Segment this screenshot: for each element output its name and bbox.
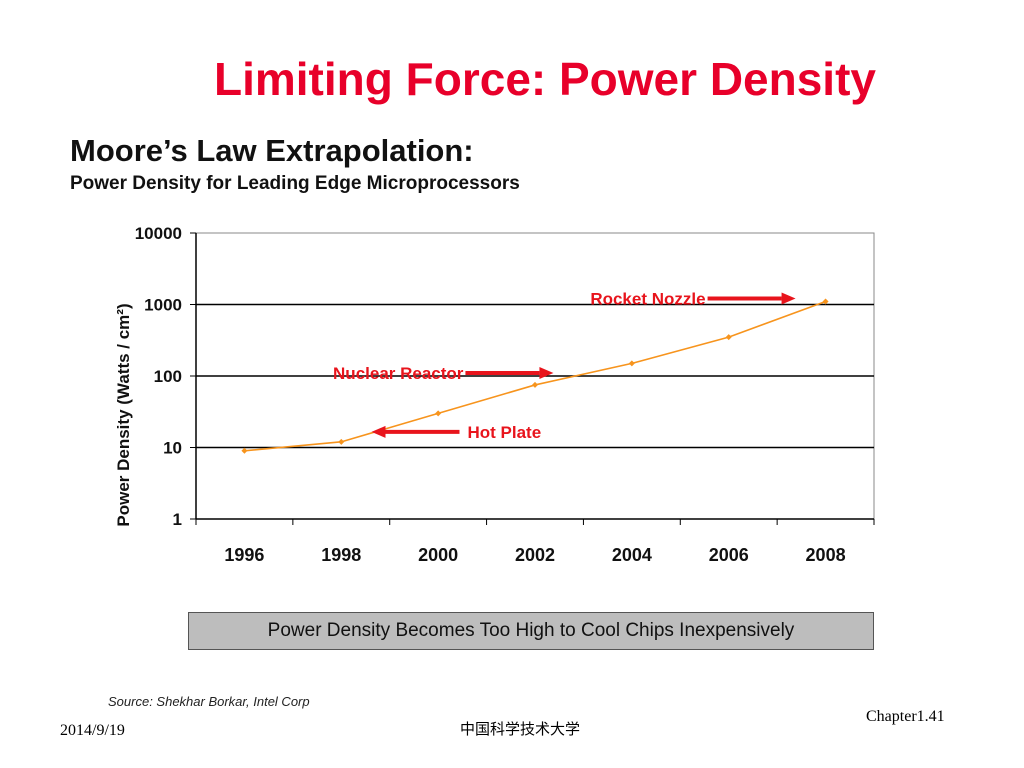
- data-point: [435, 410, 442, 417]
- annotation-arrow-head: [371, 425, 386, 438]
- annotations: Rocket Nozzle Nuclear Reactor Hot Plate: [333, 290, 796, 442]
- x-tick-label: 2008: [806, 545, 846, 565]
- data-point: [241, 447, 248, 454]
- x-tick-label: 2000: [418, 545, 458, 565]
- x-tick-label: 1998: [321, 545, 361, 565]
- annotation: Nuclear Reactor: [333, 364, 554, 383]
- callout-text: Power Density Becomes Too High to Cool C…: [267, 620, 795, 641]
- annotation-label: Hot Plate: [468, 423, 542, 442]
- y-axis-label: Power Density (Watts / cm²): [114, 303, 133, 526]
- axes: 1 10 100 1000 10000 1996 1998 2000 2002 2004 2006 2…: [135, 224, 875, 565]
- x-tick-label: 2006: [709, 545, 749, 565]
- chart-subtitle: Power Density for Leading Edge Microproc…: [70, 173, 520, 194]
- footer-institution: 中国科学技术大学: [460, 720, 581, 738]
- y-tick-label: 10000: [135, 224, 182, 243]
- chart-title: Moore’s Law Extrapolation:: [70, 133, 474, 168]
- gridlines: [195, 232, 875, 520]
- annotation-arrow-head: [781, 292, 796, 305]
- data-point: [725, 334, 732, 341]
- x-tick-label: 2004: [612, 545, 652, 565]
- y-tick-label: 1: [173, 510, 182, 529]
- annotation-label: Rocket Nozzle: [590, 290, 705, 309]
- power-density-chart: 1 10 100 1000 10000 1996 1998 2000 2002 2004 2006 2…: [114, 224, 875, 565]
- slide-title: Limiting Force: Power Density: [214, 53, 876, 105]
- footer-date: 2014/9/19: [60, 722, 125, 739]
- y-tick-label: 100: [154, 367, 182, 386]
- y-tick-label: 10: [163, 439, 182, 458]
- annotation-label: Nuclear Reactor: [333, 364, 464, 383]
- data-point: [822, 298, 829, 305]
- series-layer: [241, 298, 829, 454]
- data-point: [338, 438, 345, 445]
- annotation: Hot Plate: [371, 423, 542, 442]
- footer-chapter: Chapter1.41: [866, 708, 945, 725]
- data-point: [628, 360, 635, 367]
- annotation-arrow-head: [539, 367, 554, 379]
- source-credit: Source: Shekhar Borkar, Intel Corp: [108, 694, 310, 709]
- x-tick-label: 2002: [515, 545, 555, 565]
- annotation: Rocket Nozzle: [590, 290, 796, 309]
- callout-box: Power Density Becomes Too High to Cool C…: [188, 612, 874, 650]
- data-point: [532, 381, 538, 388]
- x-tick-label: 1996: [224, 545, 264, 565]
- y-tick-label: 1000: [144, 296, 182, 315]
